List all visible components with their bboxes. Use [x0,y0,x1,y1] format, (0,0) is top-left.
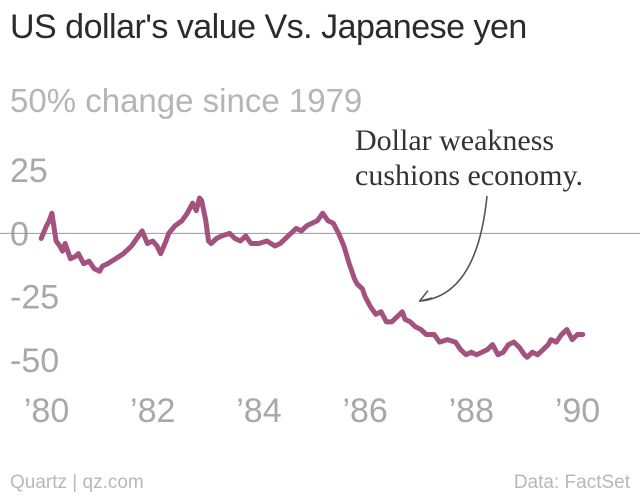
annotation-arrowhead [418,290,433,302]
y-tick-label: -25 [10,279,59,317]
chart-title: US dollar's value Vs. Japanese yen [10,8,527,46]
series-line [38,195,586,360]
y-tick-label: 0 [10,215,29,253]
y-axis-ticks: 25 0 -25 -50 [10,152,59,380]
y-tick-label: 25 [10,152,48,190]
annotation-text-line: cushions economy. [355,159,583,192]
x-tick-label: ’88 [449,392,494,430]
data-source: Data: FactSet [513,472,630,493]
x-tick-label: ’80 [24,392,69,430]
annotation-arrow [419,195,488,302]
y-tick-label: -50 [10,342,59,380]
x-tick-label: ’84 [236,392,281,430]
source-credit: Quartz | qz.com [10,472,144,493]
chart-subtitle: 50% change since 1979 [10,82,363,119]
annotation-text-line: Dollar weakness [355,124,554,157]
x-tick-label: ’90 [555,392,600,430]
x-tick-label: ’82 [130,392,175,430]
x-tick-label: ’86 [342,392,387,430]
x-axis-ticks: ’80 ’82 ’84 ’86 ’88 ’90 [24,392,600,430]
series-lines [0,195,640,360]
